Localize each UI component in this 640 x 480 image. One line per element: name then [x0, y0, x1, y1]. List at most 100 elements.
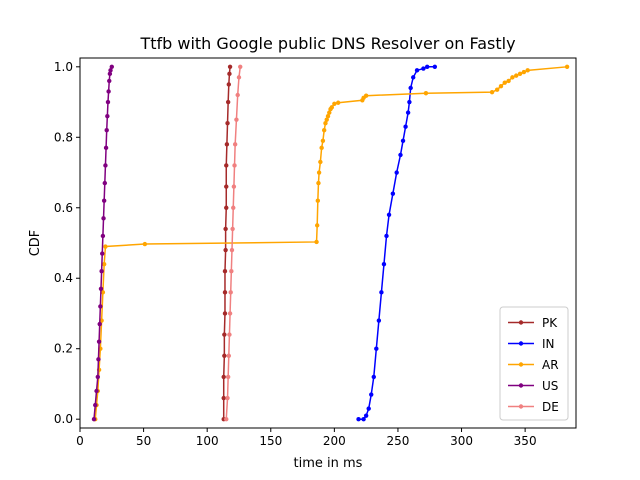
- data-point: [101, 261, 107, 267]
- y-tick-label: 0.2: [54, 342, 73, 356]
- data-point: [421, 66, 426, 71]
- data-point: [314, 223, 320, 228]
- data-point: [386, 212, 392, 218]
- data-point: [227, 71, 232, 77]
- series-line-in: [358, 66, 435, 420]
- data-point: [394, 170, 399, 175]
- data-point: [104, 128, 109, 133]
- data-point: [108, 68, 113, 73]
- legend-swatch-marker: [518, 320, 524, 325]
- data-point: [224, 184, 229, 189]
- data-point: [324, 117, 329, 122]
- data-point: [321, 128, 327, 133]
- data-point: [225, 99, 231, 105]
- data-point: [489, 89, 495, 95]
- data-point: [329, 105, 335, 110]
- x-axis-label: time in ms: [294, 456, 363, 471]
- data-point: [498, 83, 504, 89]
- data-point: [371, 374, 376, 380]
- data-point: [335, 100, 341, 105]
- data-point: [314, 239, 319, 245]
- x-tick-label: 50: [136, 434, 151, 448]
- data-point: [225, 395, 230, 401]
- data-point: [100, 233, 106, 239]
- y-axis: 0.0 0.2 0.4 0.6 0.8 1.0: [54, 60, 80, 426]
- data-point: [109, 64, 114, 70]
- data-point: [384, 233, 389, 239]
- data-point: [91, 416, 97, 422]
- x-tick-label: 300: [450, 434, 473, 448]
- data-point: [222, 332, 227, 337]
- y-tick-label: 1.0: [54, 60, 73, 74]
- x-tick-label: 0: [76, 434, 84, 448]
- data-point: [411, 75, 416, 80]
- data-point: [102, 180, 108, 186]
- data-point: [222, 311, 228, 316]
- data-point: [99, 268, 104, 274]
- data-point: [225, 120, 230, 126]
- data-point: [95, 374, 101, 380]
- data-point: [222, 290, 228, 295]
- data-point: [103, 145, 109, 151]
- data-point: [517, 71, 523, 77]
- legend-swatch-marker: [518, 341, 524, 346]
- data-point: [381, 261, 387, 267]
- series-us: [91, 64, 114, 422]
- data-point: [93, 402, 98, 408]
- data-point: [103, 244, 108, 249]
- series-line-us: [93, 66, 113, 420]
- x-tick-label: 100: [196, 434, 219, 448]
- data-point: [356, 416, 361, 422]
- data-point: [506, 78, 511, 84]
- data-point: [318, 159, 323, 165]
- legend-box: [499, 306, 569, 421]
- data-point: [316, 170, 322, 175]
- data-point: [238, 64, 243, 70]
- data-point: [323, 120, 328, 126]
- data-point: [107, 78, 112, 84]
- series-ar: [93, 64, 570, 422]
- data-point: [236, 75, 242, 80]
- data-point: [423, 91, 429, 96]
- data-point: [230, 226, 235, 232]
- data-point: [366, 406, 371, 411]
- y-tick-label: 0.4: [54, 271, 73, 285]
- data-point: [379, 290, 384, 295]
- data-point: [96, 339, 102, 344]
- data-point: [405, 110, 411, 115]
- y-axis-label: CDF: [28, 230, 43, 257]
- data-point: [229, 247, 235, 253]
- data-point: [107, 71, 113, 77]
- data-point: [228, 290, 233, 295]
- data-point: [97, 321, 102, 327]
- data-point: [227, 311, 233, 316]
- data-point: [234, 117, 239, 122]
- legend-label: US: [542, 379, 558, 393]
- series-pk: [221, 64, 233, 422]
- data-point: [226, 353, 231, 358]
- data-point: [502, 80, 507, 85]
- data-point: [316, 180, 321, 186]
- y-tick-label: 0.0: [54, 412, 73, 426]
- data-point: [224, 205, 229, 210]
- data-point: [320, 138, 326, 144]
- data-point: [525, 68, 530, 73]
- data-point: [221, 395, 226, 401]
- data-point: [521, 69, 527, 75]
- legend: PK IN AR US DE: [499, 306, 569, 421]
- data-point: [425, 64, 430, 70]
- x-tick-label: 150: [259, 434, 282, 448]
- data-point: [374, 346, 379, 351]
- data-point: [227, 64, 233, 70]
- data-point: [222, 268, 228, 274]
- data-point: [327, 110, 332, 115]
- data-point: [105, 113, 110, 119]
- data-point: [398, 152, 403, 158]
- data-point: [361, 416, 366, 422]
- x-tick-label: 200: [323, 434, 346, 448]
- data-point: [414, 68, 420, 73]
- legend-swatch-marker: [518, 383, 524, 388]
- data-point: [94, 388, 99, 394]
- chart-title: Ttfb with Google public DNS Resolver on …: [139, 34, 515, 53]
